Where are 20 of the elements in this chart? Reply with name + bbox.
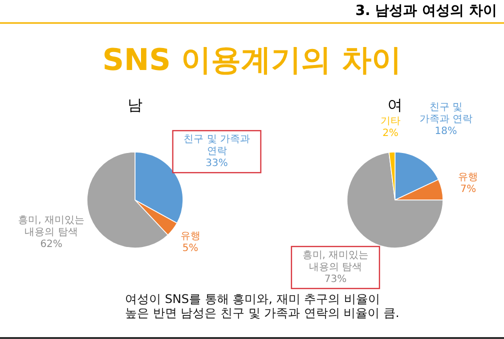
data-label: 2% <box>382 128 400 140</box>
data-label: 33% <box>204 158 229 170</box>
slice-label: 친구 및 가족과 연락 <box>418 102 474 126</box>
slice-label: 흥미, 재미있는 내용의 탐색 <box>301 250 370 274</box>
slice-label: 흥미, 재미있는 내용의 탐색 <box>17 215 86 240</box>
text: SNS 이용계기의 차이 <box>101 42 403 80</box>
chart-title: 남 <box>126 96 144 115</box>
slice-label: 유행 <box>458 172 478 184</box>
data-label: 73% <box>323 274 348 286</box>
text: 여성이 SNS를 통해 흥미와, 재미 추구의 비율이 높은 반면 남성은 친구 및 가족과 연락의 비율이 큼. <box>125 292 400 320</box>
slice-label: 유행 <box>180 230 200 243</box>
data-label: 7% <box>459 184 478 196</box>
data-label: 62% <box>39 239 64 252</box>
pie-slice <box>346 152 444 248</box>
chart-title: 여 <box>386 96 404 115</box>
slice-label: 친구 및 가족과 연락 <box>182 134 251 158</box>
data-label: 5% <box>181 242 200 255</box>
data-label: 18% <box>434 126 458 138</box>
text: 3. 남성과 여성의 차이 <box>355 2 497 20</box>
slice-label: 기타 <box>380 116 400 128</box>
